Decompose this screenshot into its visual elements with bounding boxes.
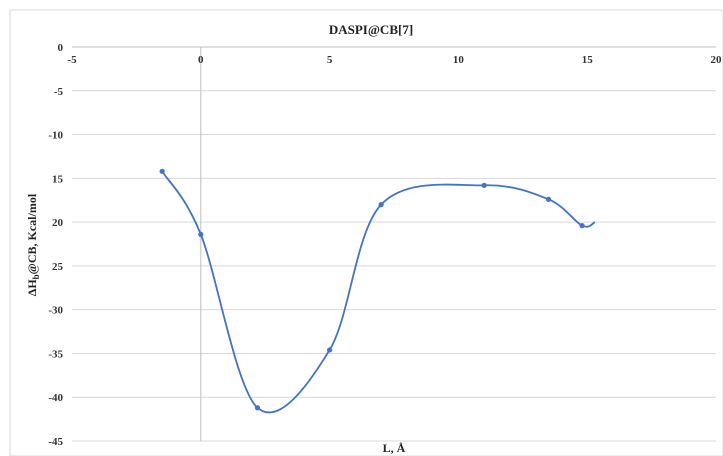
chart-title: DASPI@CB[7] bbox=[329, 22, 413, 37]
axes bbox=[72, 46, 716, 441]
x-tick-labels: -5 0 5 10 15 20 bbox=[67, 54, 722, 66]
grid-lines bbox=[72, 90, 716, 442]
data-point bbox=[579, 223, 585, 229]
y-tick-label: -35 bbox=[48, 348, 63, 360]
x-tick-label: 15 bbox=[582, 54, 594, 66]
y-tick-label: -40 bbox=[48, 392, 63, 404]
data-point bbox=[159, 168, 165, 174]
y-tick-label: 0 bbox=[58, 42, 64, 54]
x-tick-label: 5 bbox=[327, 54, 333, 66]
y-axis-title-rest: @CB, Kcal/mol bbox=[25, 193, 39, 274]
y-tick-label: 25 bbox=[52, 261, 64, 273]
data-point bbox=[254, 405, 261, 411]
data-markers bbox=[159, 168, 585, 411]
x-tick-label: 0 bbox=[198, 54, 204, 66]
y-axis-title-group: ΔHb@CB, Kcal/mol bbox=[25, 193, 41, 296]
x-tick-label: 20 bbox=[711, 54, 723, 66]
data-point bbox=[545, 196, 552, 202]
y-tick-label: 20 bbox=[52, 217, 64, 229]
y-axis-title: ΔHb@CB, Kcal/mol bbox=[25, 193, 41, 296]
y-axis-title-main: ΔH bbox=[25, 279, 39, 297]
series-line bbox=[161, 170, 596, 414]
series-curve bbox=[161, 170, 596, 414]
data-point bbox=[481, 182, 487, 188]
x-tick-label: 10 bbox=[453, 54, 465, 66]
chart-area bbox=[9, 9, 723, 456]
y-tick-label: -30 bbox=[48, 305, 63, 317]
data-point bbox=[327, 347, 333, 353]
data-point bbox=[378, 202, 384, 208]
y-tick-labels: 0 -5 -10 15 20 25 -30 -35 -40 -45 bbox=[48, 42, 63, 448]
x-axis-title: L, Å bbox=[383, 441, 406, 455]
y-tick-label: -5 bbox=[54, 86, 64, 98]
x-tick-label: -5 bbox=[67, 54, 77, 66]
y-tick-label: -45 bbox=[48, 436, 63, 448]
y-tick-label: 15 bbox=[52, 173, 64, 185]
y-axis-title-sub: b bbox=[31, 274, 41, 279]
data-point bbox=[198, 231, 204, 237]
y-tick-label: -10 bbox=[48, 130, 63, 142]
